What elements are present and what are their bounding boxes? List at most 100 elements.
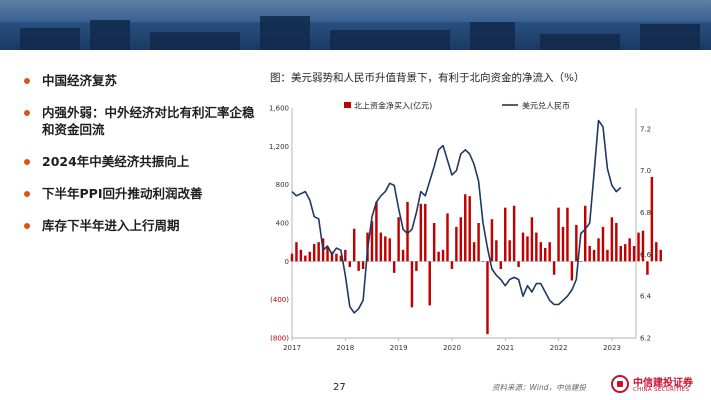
bar [561, 226, 565, 262]
bullet-text: 2024年中美经济共振向上 [42, 154, 190, 169]
bar [370, 221, 374, 262]
exchange-rate-line [291, 119, 622, 314]
banner-building [640, 24, 700, 50]
bar [583, 205, 587, 262]
bullet-dot-icon [24, 159, 30, 165]
bar [437, 251, 440, 262]
bar [646, 261, 649, 275]
bar [552, 261, 556, 275]
bar [357, 261, 360, 271]
bullet-dot-icon [24, 191, 30, 197]
bar [486, 261, 489, 335]
bar [579, 261, 582, 262]
bar [295, 242, 298, 262]
bar [361, 261, 365, 269]
bar [539, 242, 543, 262]
bar [601, 226, 605, 262]
bullet-dot-icon [24, 110, 30, 116]
bar [348, 261, 351, 268]
bullet-dot-icon [24, 78, 30, 84]
bar [655, 242, 658, 262]
bar [544, 247, 547, 262]
left-tick-label: 800 [276, 181, 289, 189]
bar [464, 194, 467, 262]
legend-bar-label: 北上资金净买入(亿元) [354, 101, 432, 111]
bar [312, 244, 316, 262]
bar [508, 240, 511, 262]
bar [290, 253, 294, 262]
chart-title: 图：美元弱势和人民币升值背景下，有利于北向资金的净流入（%） [270, 72, 585, 84]
bar [379, 232, 383, 262]
banner-building [90, 20, 130, 50]
bar [432, 223, 436, 262]
legend-bar-swatch [344, 102, 351, 108]
bar [317, 242, 320, 262]
bar [481, 261, 485, 262]
bar [455, 226, 458, 262]
x-tick-label: 2019 [390, 344, 408, 352]
bullet-text: 中国经济复苏 [42, 73, 118, 88]
bar [504, 207, 507, 262]
banner-building [150, 32, 240, 50]
left-tick-label: (400) [270, 296, 289, 304]
logo-name-cn: 中信建投证券 [633, 378, 693, 389]
bar [446, 213, 449, 262]
bar [588, 246, 591, 262]
company-logo: 中信建投证券 CHINA SECURITIES [611, 372, 707, 398]
left-tick-label: 0 [285, 258, 289, 266]
bullet-text: 下半年PPI回升推动利润改善 [42, 186, 203, 201]
right-tick-label: 6.8 [640, 209, 651, 217]
left-tick-label: 400 [276, 220, 289, 228]
bar [410, 261, 414, 308]
bar [428, 261, 431, 306]
bar [388, 238, 391, 262]
bar [499, 261, 503, 269]
bar [472, 242, 476, 262]
bar [615, 223, 618, 262]
right-tick-label: 7.0 [640, 167, 651, 175]
chart-legend: 北上资金净买入(亿元) 美元兑人民币 [344, 101, 570, 111]
source-note: 资料来源：Wind，中信建投 [492, 383, 587, 392]
bar [566, 207, 569, 262]
right-tick-label: 7.2 [640, 125, 651, 133]
combo-chart: 1,600 1,200 800 400 0 (400) (800) 7.2 7.0 6.8 6.6 6… [269, 101, 662, 353]
bullet-item: 内强外弱：中外经济对比有利汇率企稳和资金回流 [24, 104, 264, 138]
bar [575, 224, 578, 262]
banner-building [540, 34, 620, 50]
x-tick-label: 2022 [550, 344, 568, 352]
bar [570, 261, 574, 281]
x-tick-label: 2021 [496, 344, 514, 352]
bullet-text: 内强外弱：中外经济对比有利汇率企稳和资金回流 [42, 105, 255, 137]
bar [308, 251, 311, 262]
bar [344, 249, 347, 262]
bar [526, 236, 529, 262]
bar [592, 249, 596, 262]
bullet-item: 2024年中美经济共振向上 [24, 153, 264, 170]
bar [632, 246, 636, 262]
bar [557, 207, 560, 262]
left-tick-label: 1,200 [269, 143, 289, 151]
left-tick-label: 1,600 [269, 105, 289, 113]
bar [419, 203, 423, 262]
bar [490, 219, 494, 262]
right-tick-label: 6.4 [640, 293, 652, 301]
bar [517, 261, 520, 268]
bar [459, 217, 463, 262]
bar [619, 246, 622, 262]
header-banner [0, 0, 711, 50]
bar [610, 217, 614, 262]
bar [397, 217, 400, 262]
banner-building [470, 22, 515, 50]
x-tick-label: 2018 [336, 344, 354, 352]
banner-building [260, 16, 310, 50]
bar [299, 249, 303, 262]
bar [606, 249, 609, 262]
banner-sky [0, 0, 711, 22]
bar [330, 251, 334, 262]
bar [659, 249, 662, 262]
chart-labels: 1,600 1,200 800 400 0 (400) (800) 7.2 7.0 6.8 6.6 6… [269, 105, 652, 353]
right-tick-label: 6.2 [640, 335, 651, 343]
legend-line-label: 美元兑人民币 [522, 101, 570, 111]
bar [628, 238, 631, 262]
bar [339, 255, 343, 262]
